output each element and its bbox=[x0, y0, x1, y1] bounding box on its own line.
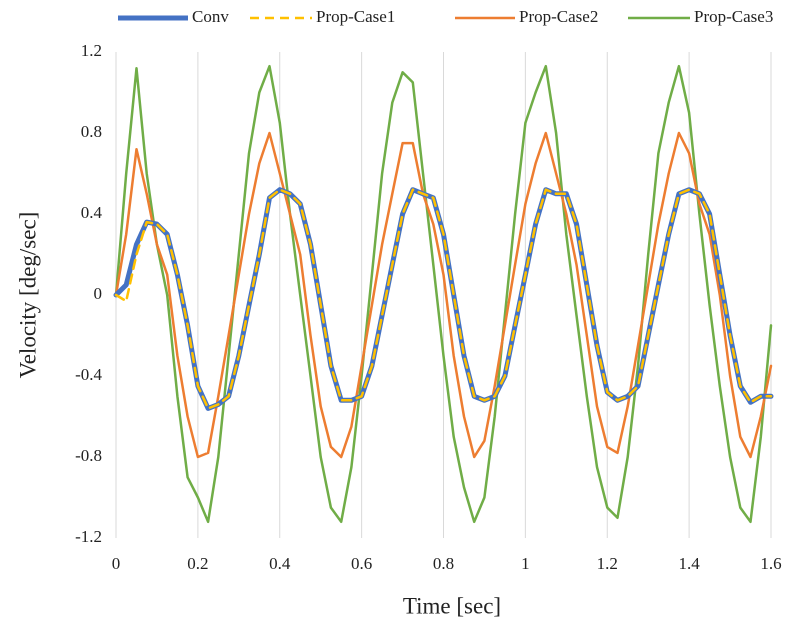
y-tick-label: 0.8 bbox=[81, 122, 102, 141]
legend-label: Prop-Case3 bbox=[694, 7, 773, 26]
x-tick-label: 0 bbox=[112, 554, 121, 573]
x-tick-label: 1 bbox=[521, 554, 530, 573]
x-tick-label: 0.6 bbox=[351, 554, 372, 573]
x-tick-label: 0.8 bbox=[433, 554, 454, 573]
y-tick-label: -0.4 bbox=[75, 365, 102, 384]
legend-label: Prop-Case1 bbox=[316, 7, 395, 26]
x-tick-label: 0.4 bbox=[269, 554, 291, 573]
legend-label: Conv bbox=[192, 7, 229, 26]
series-line bbox=[114, 131, 773, 459]
series-line bbox=[114, 64, 773, 524]
y-tick-label: 0.4 bbox=[81, 203, 103, 222]
x-tick-label: 0.2 bbox=[187, 554, 208, 573]
y-tick-label: 1.2 bbox=[81, 41, 102, 60]
series-line bbox=[114, 188, 773, 410]
x-tick-label: 1.6 bbox=[760, 554, 781, 573]
x-tick-label: 1.2 bbox=[597, 554, 618, 573]
legend-label: Prop-Case2 bbox=[519, 7, 598, 26]
y-tick-label: -0.8 bbox=[75, 446, 102, 465]
y-tick-label: 0 bbox=[94, 284, 103, 303]
x-tick-label: 1.4 bbox=[679, 554, 701, 573]
x-axis-label: Time [sec] bbox=[403, 593, 501, 618]
y-axis-label: Velocity [deg/sec] bbox=[15, 212, 40, 379]
y-tick-label: -1.2 bbox=[75, 527, 102, 546]
